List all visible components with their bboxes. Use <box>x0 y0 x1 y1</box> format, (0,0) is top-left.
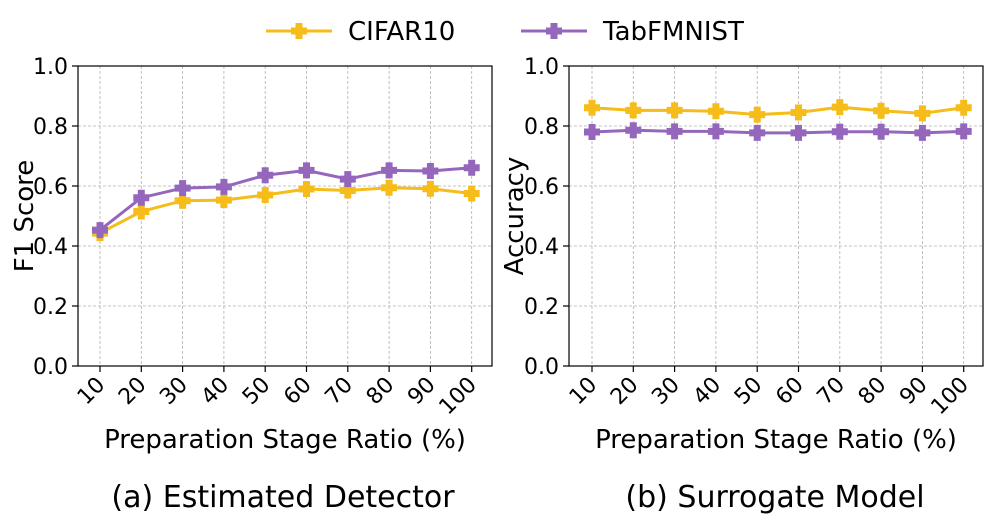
x-tick-label: 100 <box>435 373 482 420</box>
x-tick-label: 90 <box>403 373 440 410</box>
data-point <box>257 167 274 184</box>
data-point <box>463 159 480 176</box>
series-line <box>591 128 964 135</box>
data-point <box>298 162 315 179</box>
data-point <box>831 123 848 140</box>
x-tick-label: 20 <box>114 373 151 410</box>
y-tick-label: 1.0 <box>524 55 559 80</box>
y-tick-label: 0.8 <box>524 115 559 140</box>
x-tick-label: 80 <box>854 373 891 410</box>
x-tick-label: 100 <box>927 373 974 420</box>
data-point <box>584 124 600 140</box>
data-point <box>873 102 890 119</box>
x-tick-label: 30 <box>155 373 192 410</box>
series-cifar10 <box>92 179 480 242</box>
legend-label: CIFAR10 <box>348 17 455 47</box>
y-tick-label: 1.0 <box>33 55 68 80</box>
data-point <box>174 192 191 209</box>
series-tabfmnist <box>584 122 972 141</box>
y-tick-label: 0.2 <box>33 295 68 320</box>
x-tick-label: 60 <box>279 373 316 410</box>
x-tick-label: 10 <box>565 373 602 410</box>
series-line <box>591 105 964 117</box>
data-point <box>584 99 600 116</box>
y-tick-label: 0.2 <box>524 295 559 320</box>
y-tick-label: 0.4 <box>33 235 68 260</box>
caption-estimated-detector: (a) Estimated Detector <box>111 480 455 515</box>
data-point <box>749 124 766 141</box>
legend: CIFAR10 TabFMNIST <box>266 17 744 47</box>
data-point <box>914 124 931 141</box>
legend-marker-icon <box>291 23 307 39</box>
data-point <box>422 163 439 179</box>
data-point <box>873 123 890 140</box>
data-point <box>625 122 642 139</box>
data-point <box>666 102 683 119</box>
data-point <box>463 185 480 202</box>
x-tick-label: 70 <box>321 373 358 410</box>
y-tick-label: 0.6 <box>33 175 68 200</box>
legend-item-tabfmnist: TabFMNIST <box>521 17 744 47</box>
legend-marker-icon <box>546 23 562 39</box>
x-tick-label: 50 <box>238 373 275 410</box>
series-line <box>99 186 472 235</box>
y-tick-label: 0.0 <box>33 355 68 380</box>
data-point <box>914 105 931 122</box>
data-point <box>381 162 398 179</box>
y-tick-label: 0.0 <box>524 355 559 380</box>
x-tick-label: 50 <box>730 373 767 410</box>
x-tick-label: 40 <box>689 373 726 410</box>
data-point <box>666 123 683 140</box>
x-tick-label: 40 <box>197 373 234 410</box>
data-point <box>339 171 356 188</box>
x-tick-label: 10 <box>73 373 110 410</box>
data-point <box>707 123 724 140</box>
x-axis-title: Preparation Stage Ratio (%) <box>595 425 957 455</box>
data-point <box>707 103 724 120</box>
data-point <box>298 181 315 197</box>
data-point <box>257 187 274 203</box>
data-point <box>133 189 150 206</box>
x-tick-label: 30 <box>647 373 684 410</box>
data-point <box>749 106 766 123</box>
data-point <box>831 99 848 116</box>
plot-frame <box>77 65 493 367</box>
data-point <box>790 104 807 121</box>
y-axis-title: Accuracy <box>500 157 530 276</box>
legend-label: TabFMNIST <box>602 17 744 47</box>
data-point <box>955 123 972 140</box>
x-tick-label: 20 <box>606 373 643 410</box>
data-point <box>381 179 398 196</box>
series-tabfmnist <box>92 159 480 239</box>
data-point <box>133 203 150 220</box>
data-point <box>174 180 191 197</box>
data-point <box>92 222 108 239</box>
data-point <box>422 180 439 197</box>
plot-frame <box>568 65 984 367</box>
y-tick-label: 0.6 <box>524 175 559 200</box>
legend-item-cifar10: CIFAR10 <box>266 17 455 47</box>
x-tick-label: 70 <box>813 373 850 410</box>
x-axis-title: Preparation Stage Ratio (%) <box>104 425 466 455</box>
series-cifar10 <box>584 99 972 123</box>
x-tick-label: 80 <box>362 373 399 410</box>
data-point <box>215 192 232 209</box>
y-tick-label: 0.4 <box>524 235 559 260</box>
data-point <box>215 178 232 195</box>
data-point <box>625 102 642 119</box>
y-axis-title: F1 Score <box>10 160 40 273</box>
data-point <box>339 182 356 199</box>
x-tick-label: 60 <box>771 373 808 410</box>
caption-surrogate-model: (b) Surrogate Model <box>625 480 924 515</box>
data-point <box>790 124 807 141</box>
y-tick-label: 0.8 <box>33 115 68 140</box>
x-tick-label: 90 <box>895 373 932 410</box>
series-line <box>99 166 472 232</box>
data-point <box>955 99 972 116</box>
